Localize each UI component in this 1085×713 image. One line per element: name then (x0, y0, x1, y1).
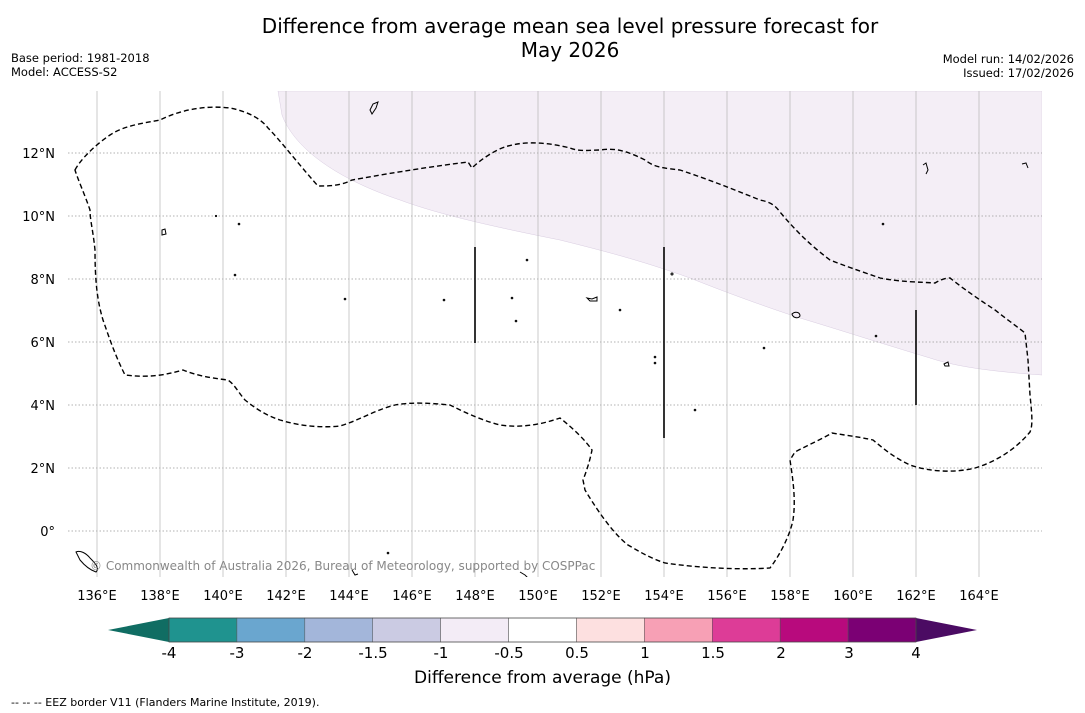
lon-label: 152°E (581, 589, 621, 604)
title-line-1: Difference from average mean sea level p… (261, 14, 879, 38)
lat-label: 6°N (31, 336, 56, 351)
lon-label: 142°E (266, 589, 306, 604)
map-area: © Commonwealth of Australia 2026, Bureau… (68, 91, 1042, 577)
latitude-gridlines (68, 152, 1042, 532)
lon-label: 140°E (203, 589, 243, 604)
colorbar-segment (576, 617, 645, 643)
colorbar-ticks: -4 -3 -2 -1.5 -1 -0.5 0.5 1 1.5 2 3 4 (162, 644, 921, 662)
cb-tick: -1.5 (358, 644, 387, 662)
lon-label: 146°E (392, 589, 432, 604)
lat-label: 10°N (22, 210, 55, 225)
colorbar-segment (779, 617, 849, 643)
colorbar-segments (168, 617, 917, 643)
cb-tick: 0.5 (565, 644, 589, 662)
colorbar (108, 617, 977, 643)
cb-tick: -0.5 (494, 644, 523, 662)
colorbar-segment (440, 617, 509, 643)
colorbar-segment (236, 617, 306, 643)
colorbar-segment (168, 617, 238, 643)
copyright-text: © Commonwealth of Australia 2026, Bureau… (90, 559, 595, 573)
colorbar-under-arrow (108, 618, 169, 642)
colorbar-over-arrow (916, 618, 977, 642)
lon-label: 164°E (959, 589, 999, 604)
longitude-gridlines (96, 91, 980, 577)
lat-label: 12°N (22, 147, 55, 162)
colorbar-segment (712, 617, 781, 643)
isobar-segments (474, 247, 917, 438)
lon-label: 150°E (518, 589, 558, 604)
cb-tick: 1.5 (701, 644, 725, 662)
lon-label: 136°E (77, 589, 117, 604)
colorbar-segment (508, 617, 577, 643)
eez-footnote: -- -- -- EEZ border V11 (Flanders Marine… (11, 696, 320, 709)
colorbar-frame (168, 617, 917, 643)
lon-label: 158°E (770, 589, 810, 604)
lat-label: 2°N (31, 462, 56, 477)
colorbar-label: Difference from average (hPa) (414, 668, 671, 688)
title-line-2: May 2026 (520, 38, 620, 62)
cb-tick: -3 (230, 644, 245, 662)
anomaly-region (277, 91, 1042, 376)
colorbar-segment (372, 617, 441, 643)
lon-label: 138°E (140, 589, 180, 604)
lon-label: 144°E (329, 589, 369, 604)
eez-border (74, 106, 1033, 570)
colorbar-segment (644, 617, 713, 643)
lat-label: 0° (40, 525, 55, 540)
colorbar-segment (304, 617, 373, 643)
lon-label: 156°E (707, 589, 747, 604)
model-name: Model: ACCESS-S2 (11, 65, 118, 79)
issued-date: Issued: 17/02/2026 (963, 66, 1074, 80)
latitude-labels: 12°N 10°N 8°N 6°N 4°N 2°N 0° (22, 147, 55, 540)
cb-tick: -1 (434, 644, 449, 662)
cb-tick: -2 (298, 644, 313, 662)
map-title: Difference from average mean sea level p… (220, 14, 920, 62)
model-run: Model run: 14/02/2026 (942, 52, 1074, 66)
gridlines (68, 91, 1042, 577)
cb-tick: 3 (844, 644, 854, 662)
cb-tick: 4 (911, 644, 921, 662)
meta-right: Model run: 14/02/2026 Issued: 17/02/2026 (943, 52, 1074, 80)
colorbar-segment (847, 617, 917, 643)
lon-label: 148°E (455, 589, 495, 604)
lat-label: 8°N (31, 273, 56, 288)
lon-label: 162°E (896, 589, 936, 604)
lon-label: 154°E (644, 589, 684, 604)
lat-label: 4°N (31, 399, 56, 414)
cb-tick: -4 (162, 644, 177, 662)
islands (75, 101, 1029, 577)
meta-left: Base period: 1981-2018 Model: ACCESS-S2 (11, 51, 150, 79)
base-period: Base period: 1981-2018 (11, 51, 150, 65)
lon-label: 160°E (833, 589, 873, 604)
cb-tick: 2 (776, 644, 786, 662)
longitude-labels: 136°E 138°E 140°E 142°E 144°E 146°E 148°… (77, 589, 999, 604)
cb-tick: 1 (640, 644, 650, 662)
